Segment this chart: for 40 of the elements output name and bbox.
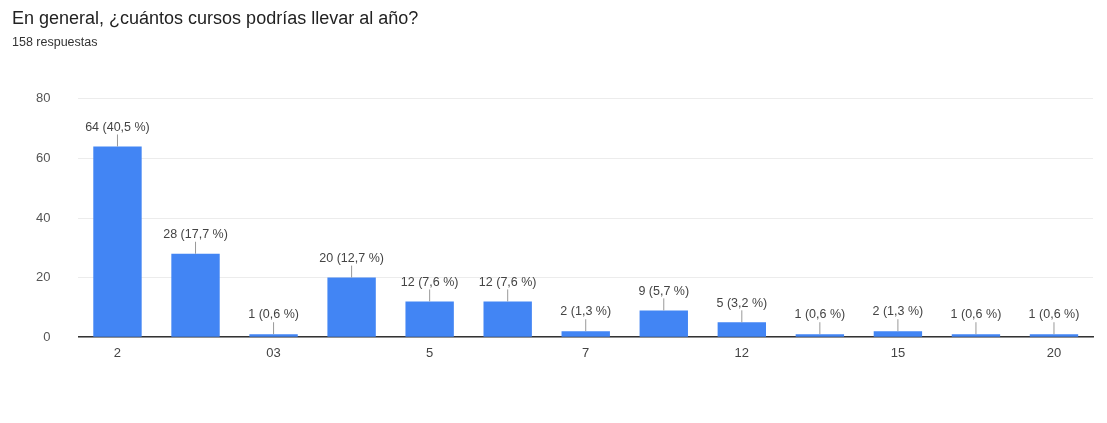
chart-title: En general, ¿cuántos cursos podrías llevar al año? [12, 8, 420, 29]
bar [951, 334, 1001, 337]
data-label: 2 (1,3 %) [872, 304, 924, 319]
y-tick-label: 20 [35, 269, 51, 285]
x-tick-label: 03 [266, 344, 281, 360]
data-label: 5 (3,2 %) [716, 295, 768, 310]
data-label: 9 (5,7 %) [638, 283, 690, 298]
x-tick-label: 20 [1046, 344, 1062, 360]
bar [1029, 334, 1079, 337]
bar [483, 301, 532, 337]
x-tick-label: 12 [734, 344, 750, 360]
y-tick-label: 40 [35, 209, 51, 225]
y-tick-label: 80 [35, 90, 51, 106]
x-tick-label: 15 [890, 344, 906, 360]
bar [93, 146, 142, 337]
bar [639, 310, 688, 337]
data-label: 1 (0,6 %) [1028, 307, 1080, 322]
bar [795, 334, 845, 337]
data-label: 12 (7,6 %) [400, 274, 459, 289]
data-label: 1 (0,6 %) [248, 307, 299, 322]
y-tick-label: 60 [35, 149, 51, 165]
bar [171, 253, 220, 337]
x-tick-label: 5 [426, 344, 434, 360]
y-tick-label: 0 [43, 328, 51, 344]
data-label: 64 (40,5 %) [85, 119, 150, 134]
bar [405, 301, 454, 337]
data-label: 1 (0,6 %) [794, 307, 846, 322]
data-label: 28 (17,7 %) [163, 226, 228, 241]
x-tick-label: 2 [113, 344, 122, 360]
bar [327, 277, 376, 337]
bar [249, 334, 298, 337]
bar [561, 331, 610, 337]
data-label: 20 (12,7 %) [319, 250, 384, 265]
chart-subtitle: 158 respuestas [12, 35, 99, 49]
x-tick-label: 7 [582, 344, 590, 360]
data-label: 2 (1,3 %) [560, 304, 612, 319]
bar [873, 331, 923, 337]
bar [717, 322, 767, 337]
data-label: 1 (0,6 %) [950, 307, 1002, 322]
data-label: 12 (7,6 %) [478, 274, 537, 289]
